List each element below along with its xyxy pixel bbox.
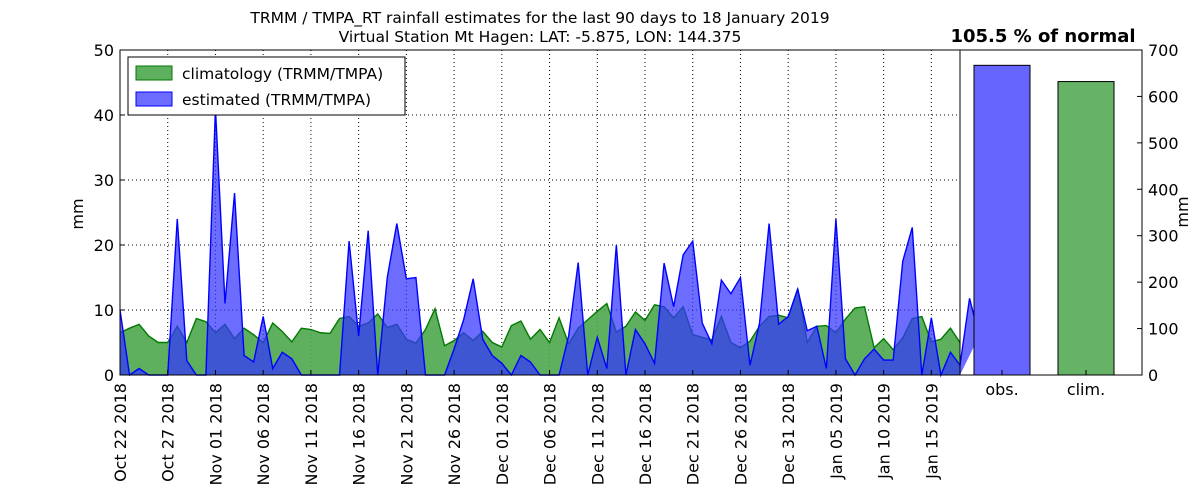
x-tick-label: Jan 15 2019	[922, 383, 941, 480]
side-y-tick-label: 100	[1148, 320, 1179, 339]
x-tick-label: Dec 11 2018	[588, 383, 607, 485]
side-x-axis: obs. clim.	[985, 370, 1105, 399]
side-y-tick-label: 300	[1148, 227, 1179, 246]
main-series	[119, 108, 980, 378]
main-y-axis-label: mm	[68, 198, 87, 229]
y-tick-label: 10	[94, 301, 114, 320]
side-y-tick-label: 600	[1148, 87, 1179, 106]
x-tick-label: Nov 26 2018	[445, 383, 464, 485]
y-tick-label: 0	[104, 366, 114, 385]
side-bar-obs	[973, 64, 1031, 376]
legend-box	[127, 56, 406, 116]
side-bars	[973, 64, 1115, 376]
side-x-tick-label: clim.	[1067, 380, 1105, 399]
y-tick-label: 20	[94, 236, 114, 255]
side-chart-title: 105.5 % of normal	[950, 26, 1135, 47]
main-area-chart: 0 10 20 30 40 50 Oct 22 2018 Oct 27 2018 Nov 01…	[68, 41, 980, 485]
side-y-tick-label: 500	[1148, 134, 1179, 153]
x-tick-label: Nov 01 2018	[206, 383, 225, 485]
x-tick-label: Nov 16 2018	[350, 383, 369, 485]
x-tick-label: Oct 27 2018	[159, 383, 178, 482]
series-area-1	[120, 108, 980, 375]
x-tick-label: Nov 06 2018	[254, 383, 273, 485]
legend-swatch-climatology	[135, 65, 173, 81]
side-y-tick-label: 400	[1148, 180, 1179, 199]
y-tick-label: 40	[94, 106, 114, 125]
x-tick-label: Jan 05 2019	[827, 383, 846, 480]
y-tick-label: 30	[94, 171, 114, 190]
legend: climatology (TRMM/TMPA) estimated (TRMM/…	[127, 56, 406, 116]
legend-label-climatology: climatology (TRMM/TMPA)	[182, 65, 383, 83]
x-tick-label: Dec 06 2018	[541, 383, 560, 485]
side-y-axis-label: mm	[1173, 196, 1192, 227]
x-tick-label: Dec 26 2018	[731, 383, 750, 485]
x-tick-label: Dec 21 2018	[684, 383, 703, 485]
chart-subtitle: Virtual Station Mt Hagen: LAT: -5.875, L…	[339, 28, 742, 46]
chart-title: TRMM / TMPA_RT rainfall estimates for th…	[249, 9, 829, 28]
series-area-0	[120, 288, 960, 375]
side-y-axis: 0 100 200 300 400 500 600 700	[1137, 41, 1179, 385]
side-y-tick-label: 700	[1148, 41, 1179, 60]
x-tick-label: Dec 16 2018	[636, 383, 655, 485]
side-y-tick-label: 200	[1148, 273, 1179, 292]
x-tick-label: Oct 22 2018	[111, 383, 130, 482]
x-tick-label: Dec 31 2018	[779, 383, 798, 485]
x-tick-label: Jan 10 2019	[875, 383, 894, 480]
legend-label-estimated: estimated (TRMM/TMPA)	[182, 91, 371, 109]
main-y-axis: 0 10 20 30 40 50	[94, 41, 125, 385]
y-tick-label: 50	[94, 41, 114, 60]
x-tick-label: Nov 11 2018	[302, 383, 321, 485]
side-y-tick-label: 0	[1148, 366, 1158, 385]
side-plot-frame	[959, 49, 1143, 376]
side-bar-clim	[1057, 81, 1115, 376]
main-x-axis: Oct 22 2018 Oct 27 2018 Nov 01 2018 Nov 06 …	[111, 370, 941, 485]
x-tick-label: Dec 01 2018	[493, 383, 512, 485]
x-tick-label: Nov 21 2018	[397, 383, 416, 485]
side-bar-chart: 105.5 % of normal 0 100 200 300 400 500 600 700…	[950, 26, 1192, 399]
side-x-tick-label: obs.	[985, 380, 1018, 399]
legend-swatch-estimated	[135, 91, 173, 107]
